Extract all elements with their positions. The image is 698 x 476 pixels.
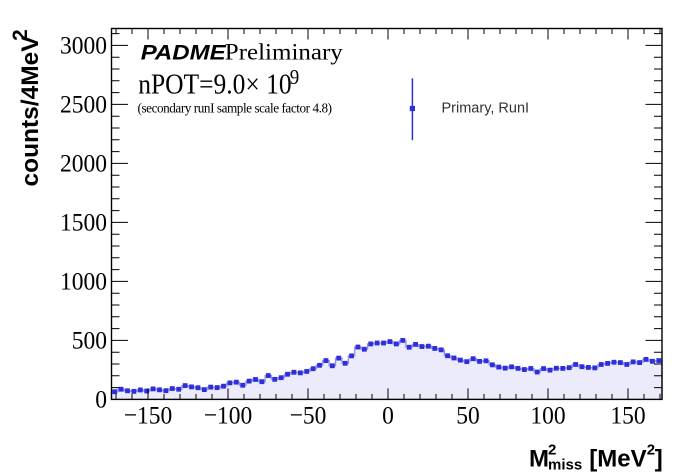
svg-text:3000: 3000 xyxy=(60,32,107,60)
svg-text:0: 0 xyxy=(382,402,394,430)
svg-text:1500: 1500 xyxy=(60,209,107,237)
svg-text:0: 0 xyxy=(95,386,107,414)
svg-text:−50: −50 xyxy=(290,402,327,430)
svg-text:2: 2 xyxy=(647,441,655,458)
svg-text:50: 50 xyxy=(456,402,479,430)
svg-text:PADME: PADME xyxy=(141,40,227,65)
svg-text:miss: miss xyxy=(548,457,582,474)
svg-text:−150: −150 xyxy=(124,402,172,430)
svg-text:500: 500 xyxy=(72,327,107,355)
svg-text:counts/4MeV: counts/4MeV xyxy=(17,35,44,187)
svg-text:100: 100 xyxy=(530,402,565,430)
svg-text:9: 9 xyxy=(290,66,300,89)
svg-text:2000: 2000 xyxy=(60,150,107,178)
svg-text:2: 2 xyxy=(9,29,32,41)
svg-text:nPOT=9.0× 10: nPOT=9.0× 10 xyxy=(138,68,291,99)
svg-text:−100: −100 xyxy=(204,402,252,430)
svg-text:Preliminary: Preliminary xyxy=(225,40,343,65)
svg-text:[MeV: [MeV xyxy=(589,446,646,473)
svg-text:2500: 2500 xyxy=(60,91,107,119)
svg-text:150: 150 xyxy=(610,402,645,430)
svg-text:(secondary runI sample scale f: (secondary runI sample scale factor 4.8) xyxy=(138,101,333,116)
svg-text:2: 2 xyxy=(548,441,556,458)
svg-text:M: M xyxy=(529,446,549,473)
svg-text:Primary, RunI: Primary, RunI xyxy=(442,101,530,117)
svg-text:]: ] xyxy=(655,446,663,473)
svg-text:1000: 1000 xyxy=(60,268,107,296)
